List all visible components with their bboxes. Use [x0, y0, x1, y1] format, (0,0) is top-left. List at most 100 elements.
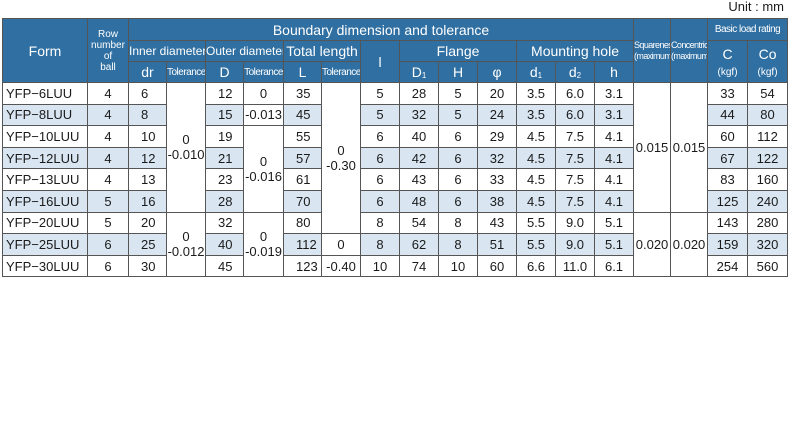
header-outer-tolerance: Tolerance — [243, 61, 284, 83]
cell-balls: 4 — [87, 146, 129, 170]
header-phi: φ — [477, 61, 517, 83]
cell-d2: 7.5 — [555, 168, 595, 191]
cell-D1: 43 — [399, 168, 439, 191]
cell-phi: 32 — [477, 146, 517, 170]
cell-squareness: 0.020 — [633, 211, 672, 278]
cell-H: 5 — [438, 103, 478, 127]
cell-d2: 6.0 — [555, 103, 595, 127]
cell-d2: 6.0 — [555, 82, 595, 105]
header-d2-sub: 2 — [576, 71, 582, 80]
cell-balls: 4 — [87, 82, 129, 105]
cell-d1: 4.5 — [516, 146, 556, 170]
cell-H: 10 — [438, 254, 478, 278]
cell-outer-tolerance: 0 -0.016 — [243, 125, 284, 213]
cell-squareness: 0.015 — [633, 82, 672, 213]
header-c-label: C — [722, 45, 733, 62]
header-boundary: Boundary dimension and tolerance — [127, 18, 635, 41]
header-H: H — [438, 61, 478, 83]
cell-dr: 6 — [128, 82, 167, 105]
cell-H: 6 — [438, 125, 478, 148]
cell-form: YFP−12LUU — [2, 146, 88, 170]
cell-form: YFP−16LUU — [2, 189, 88, 213]
header-co-label: Co — [758, 45, 777, 62]
cell-C: 254 — [707, 254, 749, 278]
header-co: Co (kgf) — [747, 40, 789, 83]
cell-L: 123 — [283, 254, 322, 278]
cell-D1: 28 — [399, 82, 439, 105]
cell-form: YFP−6LUU — [2, 82, 88, 105]
header-concentricity-line1: Concentricity — [671, 39, 707, 50]
header-concentricity-line2: (maximum) — [671, 50, 708, 61]
cell-dr: 8 — [128, 103, 167, 127]
header-inner-tolerance: Tolerance — [166, 61, 206, 83]
cell-balls: 5 — [87, 189, 129, 213]
cell-form: YFP−8LUU — [2, 103, 88, 127]
cell-d1: 4.5 — [516, 189, 556, 213]
cell-C: 67 — [707, 146, 749, 170]
table-row: YFP−8LUU 4 8 15 -0.013 45 5 32 5 24 3.5 … — [2, 103, 789, 127]
cell-balls: 4 — [87, 125, 129, 148]
table-row: YFP−16LUU 5 16 28 70 6 48 6 38 4.5 7.5 4… — [2, 189, 789, 213]
inner-tolerance-lower: -0.010 — [167, 147, 205, 163]
header-basic-load: Basic load rating — [707, 18, 789, 41]
header-length-tolerance: Tolerance — [321, 61, 361, 83]
cell-outer-tolerance: 0 -0.019 — [243, 211, 284, 278]
cell-dr: 13 — [128, 168, 167, 191]
cell-concentricity: 0.015 — [670, 82, 709, 213]
header-squareness-line2: (maximum) — [634, 50, 671, 61]
header-form: Form — [2, 18, 88, 83]
table-row: YFP−25LUU 6 25 40 112 0 8 62 8 51 5.5 9.… — [2, 233, 789, 256]
cell-l: 8 — [360, 211, 400, 235]
cell-C: 33 — [707, 82, 749, 105]
cell-d1: 3.5 — [516, 82, 556, 105]
cell-h: 4.1 — [593, 125, 635, 148]
cell-D: 40 — [205, 233, 244, 256]
cell-D: 21 — [205, 146, 244, 170]
cell-phi: 33 — [477, 168, 517, 191]
table-row: YFP−20LUU 5 20 0 -0.012 32 0 -0.019 80 8… — [2, 211, 789, 278]
cell-form: YFP−20LUU — [2, 211, 88, 235]
cell-l: 6 — [360, 189, 400, 213]
cell-Co: 112 — [747, 125, 789, 148]
table-row: YFP−10LUU 4 10 19 0 -0.016 55 6 40 6 29 … — [2, 125, 789, 213]
cell-D: 28 — [205, 189, 244, 213]
cell-phi: 29 — [477, 125, 517, 148]
cell-balls: 6 — [87, 254, 129, 278]
cell-L: 61 — [283, 168, 322, 191]
cell-Co: 160 — [747, 168, 789, 191]
cell-l: 5 — [360, 103, 400, 127]
cell-d1: 5.5 — [516, 211, 556, 235]
cell-Co: 122 — [747, 146, 789, 170]
cell-phi: 51 — [477, 233, 517, 256]
header-d1-sub: 1 — [537, 71, 543, 80]
header-D1-sub: 1 — [421, 71, 427, 80]
cell-d1: 5.5 — [516, 233, 556, 256]
table-row: YFP−30LUU 6 30 45 123 -0.40 10 74 10 60 … — [2, 254, 789, 278]
cell-H: 8 — [438, 211, 478, 235]
length-tolerance-upper: 0 — [337, 143, 345, 159]
cell-D: 32 — [205, 211, 244, 235]
table-row: YFP−6LUU 4 6 0 -0.010 12 0 35 0 -0.30 5 … — [2, 81, 789, 235]
table-row: YFP−13LUU 4 13 23 61 6 43 6 33 4.5 7.5 4… — [2, 168, 789, 191]
cell-D: 45 — [205, 254, 244, 278]
cell-h: 5.1 — [593, 211, 635, 235]
cell-L: 70 — [283, 189, 322, 213]
header-squareness: Squareness (maximum) — [633, 18, 672, 83]
cell-C: 159 — [707, 233, 749, 256]
header-D1: D1 — [399, 61, 439, 83]
cell-phi: 38 — [477, 189, 517, 213]
cell-D: 19 — [205, 125, 244, 148]
cell-Co: 54 — [747, 82, 789, 105]
cell-L: 112 — [283, 233, 322, 256]
cell-C: 60 — [707, 125, 749, 148]
cell-Co: 560 — [747, 254, 789, 278]
header-L: L — [283, 61, 322, 83]
cell-h: 4.1 — [593, 168, 635, 191]
header-mounting-hole: Mounting hole — [515, 40, 635, 62]
cell-D1: 40 — [399, 125, 439, 148]
specification-table: Form Row number of ball Boundary dimensi… — [2, 18, 789, 278]
cell-Co: 240 — [747, 189, 789, 213]
cell-l: 10 — [360, 254, 400, 278]
cell-Co: 280 — [747, 211, 789, 235]
cell-C: 125 — [707, 189, 749, 213]
